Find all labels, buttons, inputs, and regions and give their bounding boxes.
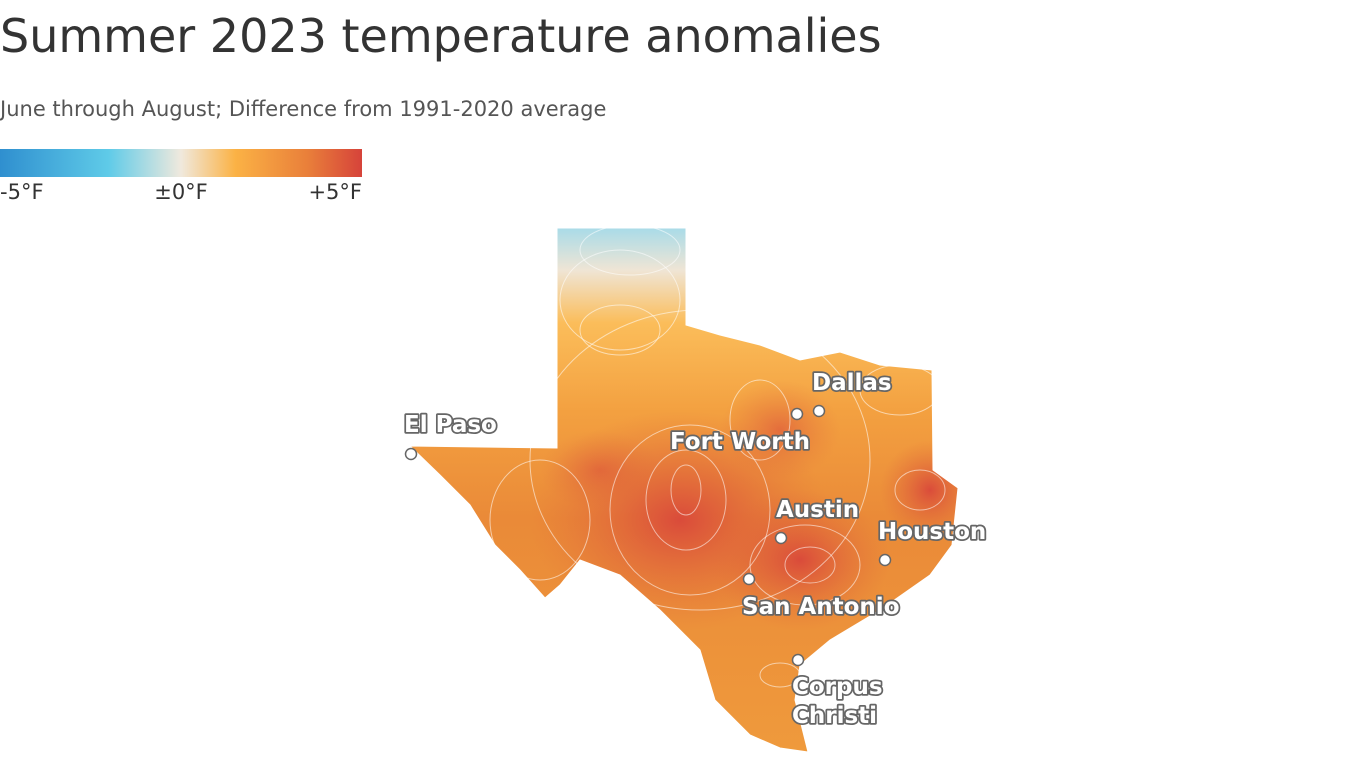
city-label: Fort Worth	[670, 429, 810, 455]
legend-label: ±0°F	[154, 180, 208, 204]
legend-label: +5°F	[308, 180, 362, 204]
texas-map	[410, 228, 958, 752]
city-label: Dallas	[812, 370, 892, 396]
city-dot	[742, 572, 756, 586]
city-dot	[774, 531, 788, 545]
city-dot	[878, 553, 892, 567]
city-layer: El Paso Dallas Fort Worth Austin Houston San …	[402, 368, 988, 731]
city-label: Houston	[878, 519, 986, 545]
subtitle: June through August; Difference from 199…	[0, 97, 606, 121]
city-dot	[404, 447, 418, 461]
city-label: San Antonio	[742, 594, 900, 620]
city-dot	[791, 653, 805, 667]
city-label: El Paso	[404, 412, 497, 438]
city-label: Austin	[776, 497, 859, 523]
city-label: Corpus	[792, 674, 883, 700]
legend-label: -5°F	[0, 180, 44, 204]
legend-colorbar	[0, 149, 362, 177]
city-label: Christi	[792, 703, 877, 729]
city-dot	[790, 407, 804, 421]
city-dot	[812, 404, 826, 418]
title: Summer 2023 temperature anomalies	[0, 9, 882, 63]
